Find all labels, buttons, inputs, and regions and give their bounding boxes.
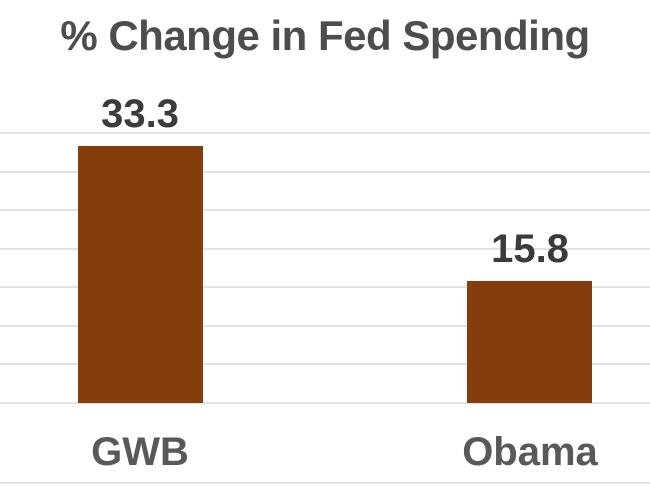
gridline: [0, 132, 650, 134]
data-label-gwb: 33.3: [101, 92, 179, 137]
category-label-obama: Obama: [462, 430, 598, 474]
gridline: [0, 363, 650, 366]
bar-gwb: [78, 146, 203, 403]
gridline: [0, 170, 650, 173]
gridline: [0, 324, 650, 327]
gridline: [0, 247, 650, 250]
chart-title: % Change in Fed Spending: [60, 12, 590, 59]
category-label-gwb: GWB: [91, 430, 189, 474]
gridline: [0, 402, 650, 404]
gridline: [0, 286, 650, 289]
chart-bottom-border: [0, 482, 650, 484]
data-label-obama: 15.8: [491, 227, 569, 272]
bar-obama: [467, 281, 592, 403]
gridline: [0, 209, 650, 212]
